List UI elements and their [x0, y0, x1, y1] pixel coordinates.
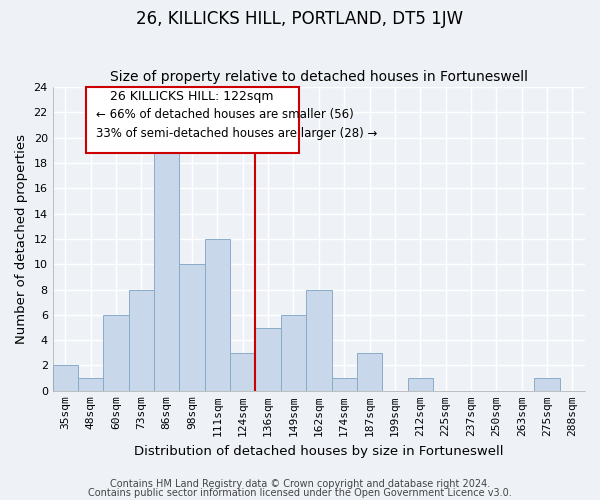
Bar	[281, 315, 306, 391]
Bar	[205, 239, 230, 391]
Bar	[407, 378, 433, 391]
Bar	[535, 378, 560, 391]
Bar	[332, 378, 357, 391]
Bar	[256, 328, 281, 391]
Text: Contains public sector information licensed under the Open Government Licence v3: Contains public sector information licen…	[88, 488, 512, 498]
Bar	[129, 290, 154, 391]
Text: ← 66% of detached houses are smaller (56): ← 66% of detached houses are smaller (56…	[96, 108, 354, 122]
Title: Size of property relative to detached houses in Fortuneswell: Size of property relative to detached ho…	[110, 70, 528, 85]
Bar	[78, 378, 103, 391]
Text: 26 KILLICKS HILL: 122sqm: 26 KILLICKS HILL: 122sqm	[110, 90, 274, 103]
Bar	[154, 150, 179, 391]
Bar	[53, 366, 78, 391]
Bar	[179, 264, 205, 391]
Text: 33% of semi-detached houses are larger (28) →: 33% of semi-detached houses are larger (…	[96, 126, 377, 140]
Text: 26, KILLICKS HILL, PORTLAND, DT5 1JW: 26, KILLICKS HILL, PORTLAND, DT5 1JW	[136, 10, 464, 28]
FancyBboxPatch shape	[86, 87, 299, 153]
X-axis label: Distribution of detached houses by size in Fortuneswell: Distribution of detached houses by size …	[134, 444, 503, 458]
Bar	[103, 315, 129, 391]
Bar	[306, 290, 332, 391]
Bar	[357, 353, 382, 391]
Y-axis label: Number of detached properties: Number of detached properties	[15, 134, 28, 344]
Text: Contains HM Land Registry data © Crown copyright and database right 2024.: Contains HM Land Registry data © Crown c…	[110, 479, 490, 489]
Bar	[230, 353, 256, 391]
